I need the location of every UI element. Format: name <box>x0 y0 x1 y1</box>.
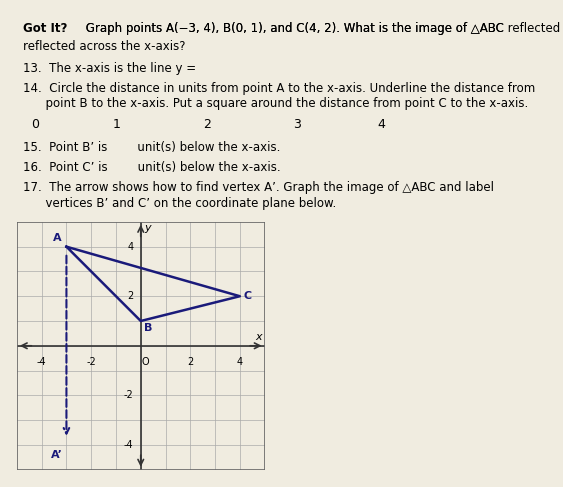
Text: -4: -4 <box>37 357 47 367</box>
Text: 16.  Point C’ is        unit(s) below the x-axis.: 16. Point C’ is unit(s) below the x-axis… <box>23 161 280 174</box>
Text: 3: 3 <box>293 118 301 131</box>
Text: C: C <box>244 291 252 301</box>
Text: 15.  Point B’ is        unit(s) below the x-axis.: 15. Point B’ is unit(s) below the x-axis… <box>23 141 280 154</box>
Text: -4: -4 <box>124 440 133 450</box>
Text: 2: 2 <box>127 291 133 301</box>
Text: A: A <box>53 233 61 243</box>
Text: Graph points A(−3, 4), B(0, 1), and C(4, 2). What is the image of △ABC reflected: Graph points A(−3, 4), B(0, 1), and C(4,… <box>82 22 563 35</box>
Text: -2: -2 <box>86 357 96 367</box>
Text: 17.  The arrow shows how to find vertex A’. Graph the image of △ABC and label: 17. The arrow shows how to find vertex A… <box>23 181 494 194</box>
Text: 1: 1 <box>113 118 120 131</box>
Text: vertices B’ and C’ on the coordinate plane below.: vertices B’ and C’ on the coordinate pla… <box>23 197 336 210</box>
Text: 4: 4 <box>237 357 243 367</box>
Text: -2: -2 <box>123 390 133 400</box>
Text: 0: 0 <box>31 118 39 131</box>
Text: 14.  Circle the distance in units from point A to the x-axis. Underline the dist: 14. Circle the distance in units from po… <box>23 82 535 95</box>
Text: 2: 2 <box>187 357 194 367</box>
Text: Got It?: Got It? <box>23 22 67 35</box>
Text: y: y <box>144 223 151 233</box>
Text: x: x <box>255 332 262 342</box>
Text: 13.  The x-axis is the line y =: 13. The x-axis is the line y = <box>23 62 196 75</box>
Text: B: B <box>144 323 152 334</box>
Text: 4: 4 <box>377 118 385 131</box>
Text: 4: 4 <box>127 242 133 252</box>
Text: A’: A’ <box>51 450 62 460</box>
Text: Graph points A(−3, 4), B(0, 1), and C(4, 2). What is the image of △ABC: Graph points A(−3, 4), B(0, 1), and C(4,… <box>82 22 503 35</box>
Text: O: O <box>142 357 150 367</box>
Text: 2: 2 <box>203 118 211 131</box>
Text: reflected across the x-axis?: reflected across the x-axis? <box>23 40 185 54</box>
Text: point B to the x-axis. Put a square around the distance from point C to the x-ax: point B to the x-axis. Put a square arou… <box>23 97 528 111</box>
